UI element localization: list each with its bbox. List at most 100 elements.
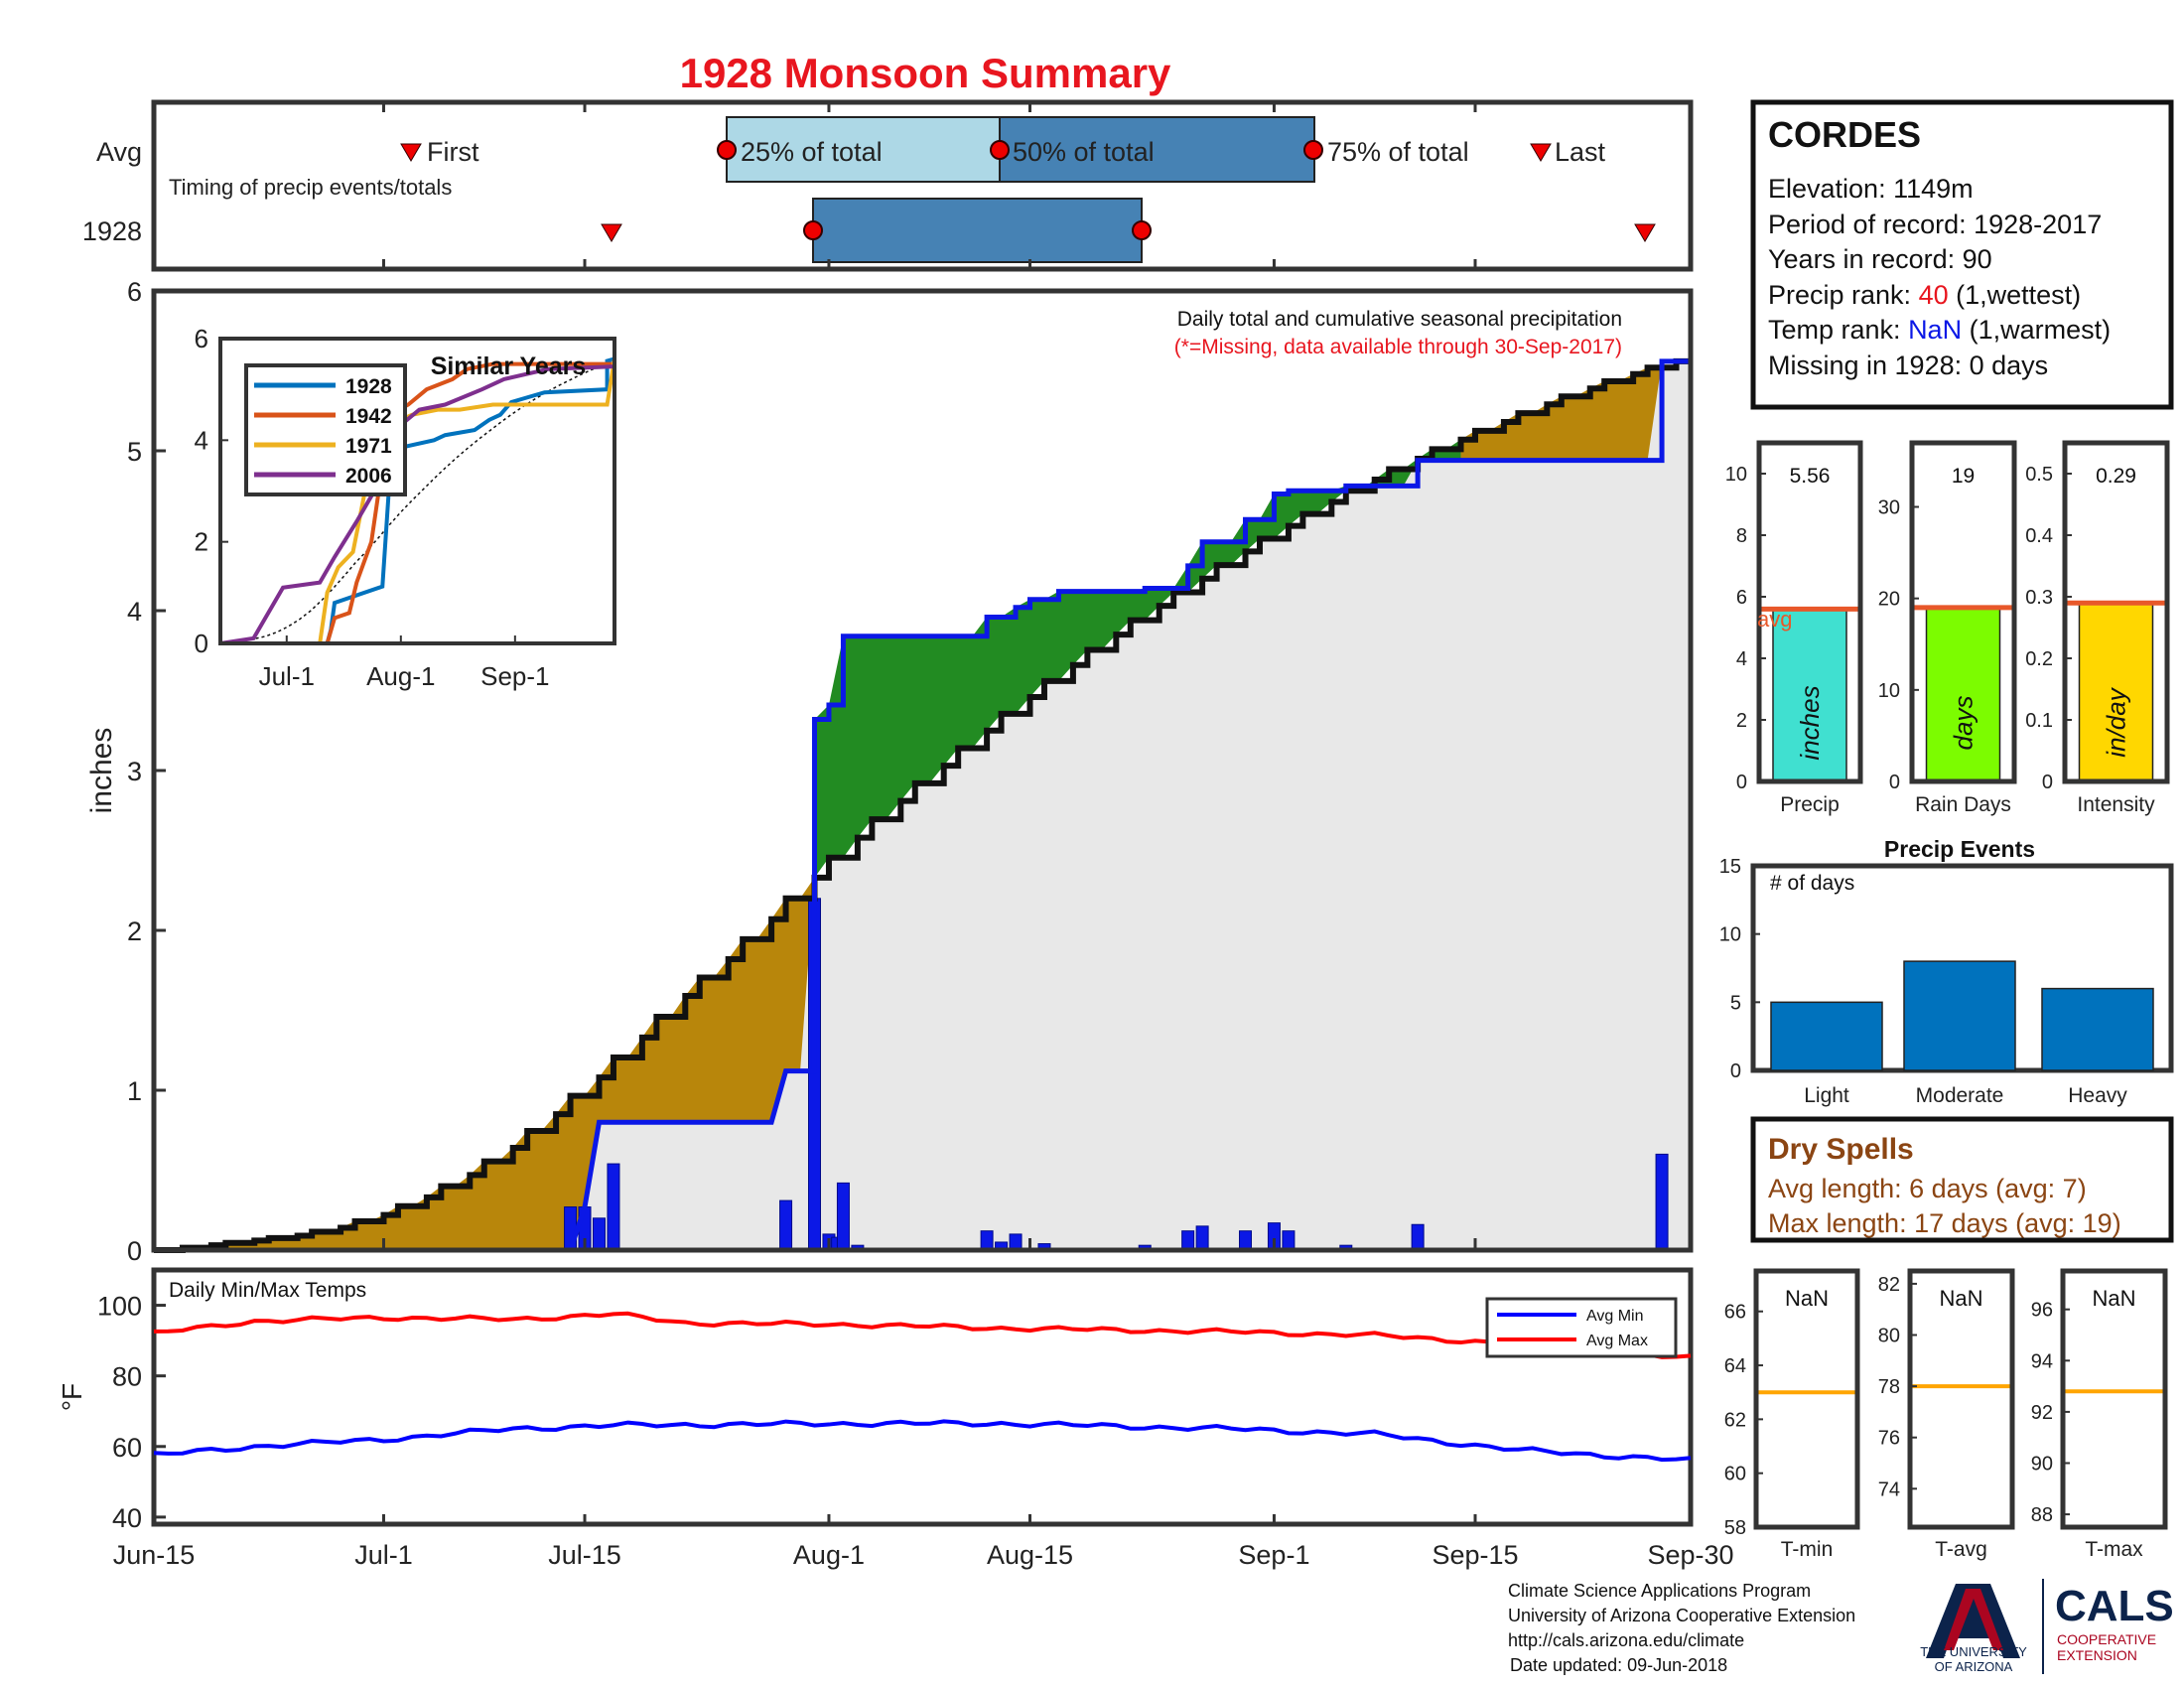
events-title: Precip Events xyxy=(1884,836,2035,862)
station-temp-rank: Temp rank: NaN (1,warmest) xyxy=(1768,315,2111,345)
timing-caption: Timing of precip events/totals xyxy=(169,175,452,200)
daily-precip-bar xyxy=(836,1182,850,1251)
ua-logo-a-inner xyxy=(1944,1589,2003,1650)
mini-avg-label: avg xyxy=(1757,607,1792,632)
x-tick-label: Jun-15 xyxy=(113,1540,196,1570)
mini-tick-label: 30 xyxy=(1878,497,1900,519)
x-tick-label: Aug-1 xyxy=(793,1540,865,1570)
timing-ticks xyxy=(381,102,1477,269)
temp-box-tick-label: 82 xyxy=(1878,1274,1900,1296)
chart-title: 1928 Monsoon Summary xyxy=(680,50,1171,96)
inset-legend: 1928 1942 1971 2006 xyxy=(254,375,392,488)
temp-y-tick-label: 100 xyxy=(97,1292,142,1322)
cals-logo: CALS xyxy=(2055,1582,2174,1630)
precip-rank-value: 40 xyxy=(1919,280,1949,310)
event-category-label: Light xyxy=(1804,1084,1849,1107)
year-cumulative-line xyxy=(154,358,1691,1253)
mini-value: 19 xyxy=(1952,465,1975,488)
x-tick-label: Sep-15 xyxy=(1432,1540,1518,1570)
avg-min-temp-line xyxy=(153,1419,1692,1463)
events-y-tick-label: 10 xyxy=(1719,924,1741,946)
temperature-panel: Daily Min/Max Temps °F 40 60 80 100 Avg Min… xyxy=(57,1267,1694,1533)
ua-logo-text-1: THE UNIVERSITY xyxy=(1920,1644,2027,1659)
mini-unit: in/day xyxy=(2102,686,2131,757)
ua-logo: THE UNIVERSITY OF ARIZONA xyxy=(1920,1584,2027,1674)
inset-y-tick-label: 4 xyxy=(195,425,208,455)
temp-y-tick-label: 80 xyxy=(112,1362,142,1392)
temp-box-tick-label: 58 xyxy=(1724,1517,1746,1539)
temp-y-tick-label: 40 xyxy=(112,1503,142,1533)
avg-50-75-box xyxy=(999,116,1315,183)
temp-rank-value: NaN xyxy=(1908,315,1962,345)
inset-x-tick-label: Sep-1 xyxy=(480,661,549,691)
mini-frame xyxy=(1909,440,2017,784)
temperature-boxes: NaN T-min 58 60 62 64 66 NaN T-avg 74 76 78 80 82 NaN T… xyxy=(1724,1268,2168,1561)
mini-label: Rain Days xyxy=(1915,793,2011,816)
p75-label: 75% of total xyxy=(1327,137,1469,167)
daily-precip-bar xyxy=(1282,1230,1296,1251)
daily-precip-bar xyxy=(1411,1223,1425,1251)
last-marker-1928 xyxy=(1634,223,1656,242)
daily-precip-bars xyxy=(564,898,1669,1251)
last-marker-avg xyxy=(1530,143,1552,162)
station-years: Years in record: 90 xyxy=(1768,244,1992,274)
temp-box-label: T-avg xyxy=(1935,1538,1987,1561)
average-cumulative-line xyxy=(154,357,1691,1253)
mini-panel-intensity: 0.29 in/day Intensity 0 0.1 0.2 0.3 0.4 0.5 xyxy=(2025,440,2170,816)
station-period: Period of record: 1928-2017 xyxy=(1768,210,2102,239)
last-label: Last xyxy=(1555,137,1606,167)
p25-label: 25% of total xyxy=(741,137,883,167)
daily-precip-bar xyxy=(779,1199,793,1251)
mini-panel-precip: 5.56 inches Precip avg 0 2 4 6 8 10 xyxy=(1725,440,1863,816)
events-y-tick-label: 0 xyxy=(1730,1060,1741,1082)
temp-box-tick-label: 78 xyxy=(1878,1376,1900,1398)
daily-precip-bar xyxy=(592,1217,606,1251)
events-y-tick-label: 5 xyxy=(1730,992,1741,1014)
dry-spells-max: Max length: 17 days (avg: 19) xyxy=(1768,1208,2121,1238)
x-axis-labels: Jun-15 Jul-1 Jul-15 Aug-1 Aug-15 Sep-1 Sep-15 S… xyxy=(113,1540,1734,1570)
p75-marker-1928 xyxy=(1132,220,1152,240)
main-y-tick-label: 5 xyxy=(127,437,142,467)
year-row-label: 1928 xyxy=(82,216,142,246)
temp-box-tick-label: 90 xyxy=(2031,1454,2053,1476)
dry-spells-title: Dry Spells xyxy=(1768,1133,1914,1166)
mini-tick-label: 0.5 xyxy=(2025,464,2053,486)
temp-box-label: T-max xyxy=(2085,1538,2143,1561)
temp-box-frame xyxy=(1907,1268,2015,1530)
station-info-panel: CORDES Elevation: 1149m Period of record… xyxy=(1750,99,2174,410)
mini-label: Precip xyxy=(1780,793,1840,816)
p25-marker-avg xyxy=(717,140,737,160)
mini-tick-label: 0.1 xyxy=(2025,710,2053,732)
temp-box-t-min: NaN T-min 58 60 62 64 66 xyxy=(1724,1268,1860,1561)
main-y-ticks: 0 1 2 3 4 5 6 xyxy=(127,277,1477,1266)
main-y-tick-label: 1 xyxy=(127,1076,142,1106)
temp-box-tick-label: 66 xyxy=(1724,1302,1746,1324)
footer-line3: http://cals.arizona.edu/climate xyxy=(1508,1630,1744,1650)
footer-line2: University of Arizona Cooperative Extens… xyxy=(1508,1606,1855,1625)
dry-spells-avg: Avg length: 6 days (avg: 7) xyxy=(1768,1174,2087,1203)
temp-box-label: T-min xyxy=(1781,1538,1834,1561)
temp-box-t-max: NaN T-max 88 90 92 94 96 xyxy=(2031,1268,2168,1561)
mini-value: 0.29 xyxy=(2096,465,2136,488)
temp-y-ticks: 40 60 80 100 xyxy=(97,1292,1477,1533)
temp-box-value: NaN xyxy=(2092,1286,2135,1311)
events-y-tick-label: 15 xyxy=(1719,856,1741,878)
temp-legend-box xyxy=(1485,1297,1678,1358)
main-chart-subtitle: (*=Missing, data available through 30-Se… xyxy=(1174,336,1622,358)
similar-years-inset: Similar Years 1928 1942 1971 2006 0 2 4 6 Jul-1… xyxy=(195,324,616,691)
inset-x-tick-label: Aug-1 xyxy=(366,661,435,691)
above-average-area xyxy=(814,439,1461,878)
mini-tick-label: 0 xyxy=(1736,772,1747,793)
p75-marker-avg xyxy=(1303,140,1323,160)
temp-box-tick-label: 96 xyxy=(2031,1300,2053,1322)
station-missing: Missing in 1928: 0 days xyxy=(1768,351,2048,380)
below-average-area-late xyxy=(1460,360,1663,461)
footer-line4: Date updated: 09-Jun-2018 xyxy=(1510,1655,1727,1675)
p25-marker-1928 xyxy=(803,220,823,240)
station-box xyxy=(1750,99,2174,410)
dry-spells-box xyxy=(1750,1116,2174,1243)
station-elevation: Elevation: 1149m xyxy=(1768,174,1974,204)
ua-logo-text-2: OF ARIZONA xyxy=(1935,1659,2013,1674)
station-name: CORDES xyxy=(1768,114,1921,155)
